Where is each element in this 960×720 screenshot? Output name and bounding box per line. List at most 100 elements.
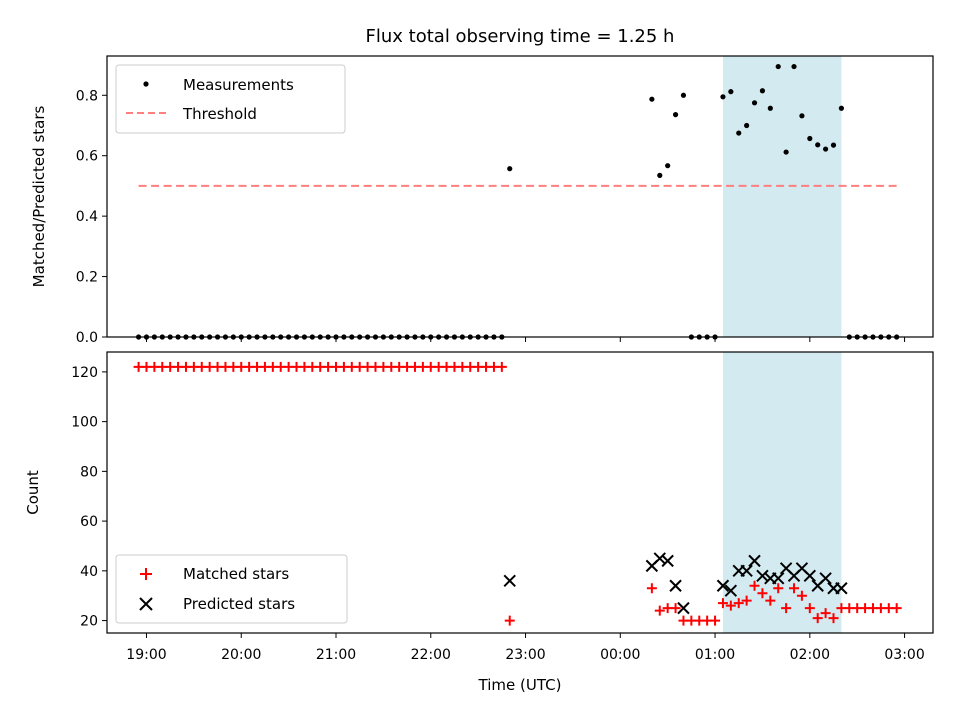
measurement-point [838, 105, 844, 111]
predicted-star-point [669, 579, 682, 592]
matched-star-point [757, 588, 768, 599]
measurement-point [791, 63, 797, 70]
x-tick-label: 03:00 [884, 647, 924, 663]
predicted-star-point [503, 574, 516, 587]
matched-star-points [133, 361, 902, 626]
bottom-y-ticks: 20 40 60 80 100 120 [71, 365, 107, 630]
x-tick-label: 19:00 [126, 647, 166, 663]
predicted-star-point [835, 582, 848, 595]
top-y-tick-label: 0.0 [76, 330, 98, 346]
matched-stars-legend-marker [140, 568, 152, 580]
measurement-point [807, 135, 813, 142]
measurement-point [815, 142, 821, 148]
chart-title: Flux total observing time = 1.25 h [366, 26, 675, 47]
matched-star-point [504, 615, 515, 626]
predicted-star-point [716, 579, 730, 592]
x-tick-label: 00:00 [600, 647, 640, 663]
matched-star-point [749, 580, 760, 591]
bottom-y-tick-label: 80 [80, 464, 98, 480]
measurement-point [799, 113, 805, 119]
measurement-point [759, 88, 766, 94]
predicted-star-point [772, 572, 785, 585]
matched-star-point [733, 598, 744, 609]
measurement-point [720, 94, 726, 100]
top-axes-frame [106, 55, 934, 338]
x-tick-label: 20:00 [221, 647, 261, 663]
bottom-y-tick-label: 60 [80, 514, 98, 530]
predicted-stars-legend-marker [139, 597, 153, 611]
bottom-axes-frame [106, 351, 934, 634]
bottom-y-tick-label: 20 [80, 614, 98, 630]
bottom-y-tick-label: 100 [71, 415, 98, 431]
matched-star-point [773, 583, 784, 594]
x-tick-label: 22:00 [411, 647, 451, 663]
x-axis-label: Time (UTC) [478, 676, 562, 694]
predicted-star-point [756, 569, 769, 583]
measurement-point [672, 112, 679, 118]
x-tick-label: 02:00 [790, 647, 830, 663]
predicted-star-point [748, 554, 761, 568]
x-tick-label: 21:00 [316, 647, 356, 663]
measurement-point [767, 105, 773, 111]
matched-star-point [812, 613, 823, 624]
top-y-ticks: 0.0 0.2 0.4 0.6 0.8 [76, 88, 107, 346]
measurements-legend-label: Measurements [183, 76, 294, 94]
bottom-y-tick-label: 40 [80, 564, 98, 580]
matched-star-point [781, 603, 792, 614]
measurement-point [736, 130, 742, 136]
measurement-point [775, 63, 781, 70]
matched-star-point [820, 608, 831, 619]
x-tick-label: 01:00 [695, 647, 735, 663]
measurements-legend-marker [143, 81, 149, 87]
matched-star-point [670, 603, 681, 614]
bottom-y-axis-label: Count [24, 470, 42, 515]
measurement-point [507, 166, 513, 172]
x-tick-label: 23:00 [505, 647, 545, 663]
measurement-point [665, 163, 671, 169]
predicted-star-points [503, 552, 848, 615]
top-y-tick-label: 0.8 [76, 88, 98, 104]
matched-star-point [796, 590, 807, 601]
top-legend: Measurements Threshold [115, 64, 346, 134]
predicted-star-point [661, 554, 674, 568]
matched-star-point [789, 583, 800, 594]
top-y-tick-label: 0.4 [76, 209, 98, 225]
matched-star-point [496, 361, 507, 372]
threshold-legend-label: Threshold [182, 105, 257, 123]
measurement-point [649, 96, 655, 102]
measurement-point [830, 142, 837, 148]
predicted-star-point [819, 572, 832, 585]
predicted-star-point [724, 584, 738, 597]
bottom-legend-box [115, 554, 348, 624]
predicted-star-point [677, 601, 690, 615]
observing-window-span-bottom [722, 352, 842, 633]
predicted-stars-legend-label: Predicted stars [183, 595, 295, 613]
matched-star-point [710, 615, 721, 626]
top-y-axis-label: Matched/Predicted stars [30, 106, 48, 288]
matched-stars-legend-label: Matched stars [183, 565, 289, 583]
top-y-tick-label: 0.6 [76, 149, 98, 165]
measurement-point [728, 89, 734, 95]
matched-star-point [828, 613, 839, 624]
bottom-x-ticks: 19:00 20:00 21:00 22:00 23:00 00:00 01:00 02:00… [126, 633, 925, 663]
measurement-point [751, 100, 758, 106]
matched-star-point [654, 605, 665, 616]
top-y-tick-label: 0.2 [76, 270, 98, 286]
matched-star-point [717, 598, 728, 609]
measurement-point [823, 146, 829, 152]
predicted-star-point [740, 564, 753, 578]
matched-star-point [765, 595, 776, 606]
predicted-star-point [653, 552, 666, 565]
matched-star-point [725, 600, 736, 611]
top-x-ticks [145, 337, 906, 342]
measurement-point [657, 172, 663, 178]
matched-star-point [804, 603, 815, 614]
bottom-y-tick-label: 120 [71, 365, 98, 381]
flux-ratio-panel: 0.0 0.2 0.4 0.6 0.8 Flux total observing tim… [30, 26, 934, 346]
observing-window-span-top [722, 56, 842, 337]
bottom-legend: Matched stars Predicted stars [115, 554, 348, 624]
measurement-point [680, 92, 687, 98]
matched-star-point [646, 583, 657, 594]
matched-star-point [891, 603, 902, 614]
